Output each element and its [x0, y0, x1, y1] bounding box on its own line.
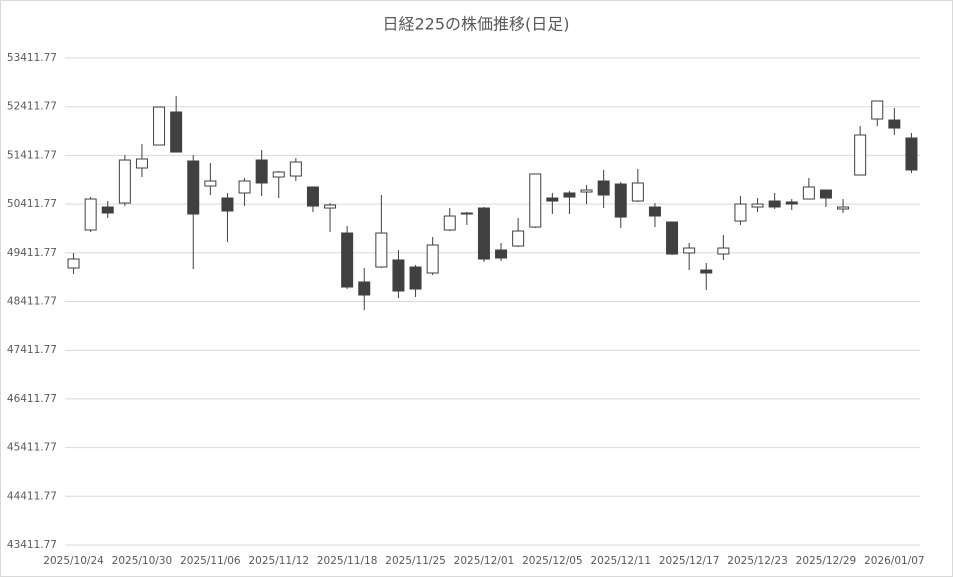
y-tick-label: 52411.77 [7, 101, 57, 113]
candle-body [563, 192, 576, 198]
y-tick-label: 43411.77 [7, 539, 57, 551]
chart-title: 日経225の株価推移(日足) [382, 15, 569, 34]
candle-body [409, 266, 422, 290]
candle-body [426, 244, 439, 274]
candle-body [734, 203, 747, 222]
candle-body [631, 182, 644, 202]
x-tick-label: 2025/11/06 [180, 555, 241, 567]
candle-body [358, 281, 371, 296]
candle-body [306, 186, 319, 207]
candle-body [854, 134, 867, 176]
candle-body [187, 160, 200, 215]
y-tick-label: 53411.77 [7, 52, 57, 64]
x-tick-label: 2025/11/25 [385, 555, 446, 567]
candle-body [84, 198, 97, 231]
x-tick-label: 2025/12/29 [796, 555, 857, 567]
candle-body [221, 197, 234, 212]
candle-body [460, 212, 473, 215]
candle-body [67, 258, 80, 269]
y-tick-label: 47411.77 [7, 344, 57, 356]
candle-body [837, 206, 850, 210]
candle-body [768, 200, 781, 208]
candle-body [324, 204, 337, 209]
candle-body [443, 215, 456, 231]
candle-body [529, 173, 542, 228]
candle-body [785, 201, 798, 205]
candle-body [289, 161, 302, 177]
x-tick-label: 2025/12/05 [522, 555, 583, 567]
x-tick-label: 2025/10/30 [112, 555, 173, 567]
candle-body [118, 159, 131, 204]
candle-body [135, 158, 148, 169]
x-tick-label: 2025/10/24 [43, 555, 104, 567]
candle-body [477, 207, 490, 260]
y-tick-label: 48411.77 [7, 296, 57, 308]
candle-body [717, 247, 730, 255]
candle-body [204, 180, 217, 187]
y-tick-label: 50411.77 [7, 198, 57, 210]
candle-body [700, 269, 713, 274]
x-tick-label: 2025/12/01 [454, 555, 515, 567]
x-tick-label: 2025/12/11 [590, 555, 651, 567]
candle-body [255, 159, 268, 184]
candle-body [392, 259, 405, 292]
candle-body [153, 106, 166, 146]
candle-body [802, 186, 815, 200]
y-tick-label: 51411.77 [7, 149, 57, 161]
candle-body [512, 230, 525, 247]
candle-body [888, 119, 901, 129]
candle-body [495, 249, 508, 259]
candle-body [905, 137, 918, 171]
y-tick-label: 46411.77 [7, 393, 57, 405]
candle-body [597, 180, 610, 196]
candle-body [101, 206, 114, 214]
candle-body [580, 189, 593, 193]
x-tick-label: 2025/12/17 [659, 555, 720, 567]
candle-body [871, 100, 884, 120]
candle-body [238, 180, 251, 194]
candle-body [648, 206, 661, 217]
candle-body [341, 232, 354, 288]
candle-body [751, 203, 764, 208]
x-tick-label: 2025/11/18 [317, 555, 378, 567]
candle-body [272, 171, 285, 178]
candle-body [375, 232, 388, 268]
x-tick-label: 2025/12/23 [727, 555, 788, 567]
candle-body [683, 247, 696, 254]
candle-body [546, 197, 559, 202]
candle-body [614, 183, 627, 218]
candle-body [666, 221, 679, 255]
candle-body [819, 189, 832, 199]
x-tick-label: 2025/11/12 [248, 555, 309, 567]
y-tick-label: 44411.77 [7, 490, 57, 502]
y-tick-label: 45411.77 [7, 442, 57, 454]
candle-body [170, 111, 183, 153]
y-tick-label: 49411.77 [7, 247, 57, 259]
x-tick-label: 2026/01/07 [864, 555, 925, 567]
